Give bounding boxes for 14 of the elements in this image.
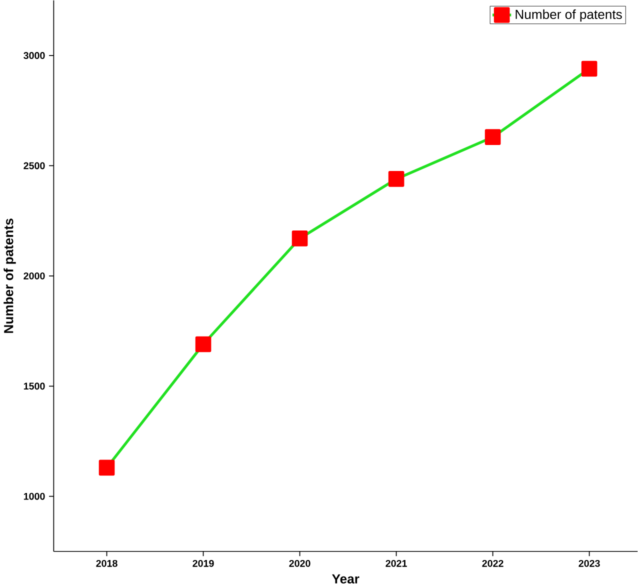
x-tick-label: 2021 xyxy=(386,560,407,567)
x-tick-label: 2018 xyxy=(96,560,118,567)
x-axis-title: Year xyxy=(332,574,360,584)
x-tick-label: 2022 xyxy=(482,560,504,567)
y-tick-label: 2000 xyxy=(24,272,45,280)
legend-label: Number of patents xyxy=(516,9,622,22)
y-axis-title: Number of patents xyxy=(4,218,16,333)
y-tick-label: 3000 xyxy=(24,52,45,59)
y-tick-label: 1000 xyxy=(24,492,45,500)
x-tick-label: 2023 xyxy=(578,560,600,567)
x-tick-label: 2020 xyxy=(289,560,310,567)
x-tick-label: 2019 xyxy=(192,560,214,567)
y-tick-label: 2500 xyxy=(24,162,45,170)
y-tick-label: 1500 xyxy=(24,382,45,390)
